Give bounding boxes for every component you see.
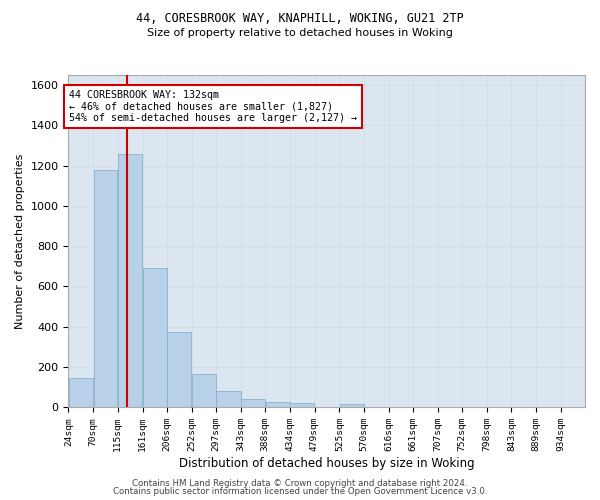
- Bar: [143, 268, 167, 407]
- Text: Size of property relative to detached houses in Woking: Size of property relative to detached ho…: [147, 28, 453, 38]
- Text: 44 CORESBROOK WAY: 132sqm
← 46% of detached houses are smaller (1,827)
54% of se: 44 CORESBROOK WAY: 132sqm ← 46% of detac…: [70, 90, 358, 123]
- Bar: [217, 391, 241, 407]
- Bar: [340, 404, 364, 407]
- X-axis label: Distribution of detached houses by size in Woking: Distribution of detached houses by size …: [179, 457, 475, 470]
- Text: 44, CORESBROOK WAY, KNAPHILL, WOKING, GU21 2TP: 44, CORESBROOK WAY, KNAPHILL, WOKING, GU…: [136, 12, 464, 26]
- Text: Contains HM Land Registry data © Crown copyright and database right 2024.: Contains HM Land Registry data © Crown c…: [132, 478, 468, 488]
- Bar: [68, 378, 93, 407]
- Bar: [167, 332, 191, 407]
- Y-axis label: Number of detached properties: Number of detached properties: [15, 154, 25, 329]
- Bar: [290, 403, 314, 407]
- Text: Contains public sector information licensed under the Open Government Licence v3: Contains public sector information licen…: [113, 487, 487, 496]
- Bar: [94, 170, 118, 407]
- Bar: [241, 399, 265, 407]
- Bar: [192, 374, 216, 407]
- Bar: [118, 154, 142, 407]
- Bar: [266, 402, 290, 407]
